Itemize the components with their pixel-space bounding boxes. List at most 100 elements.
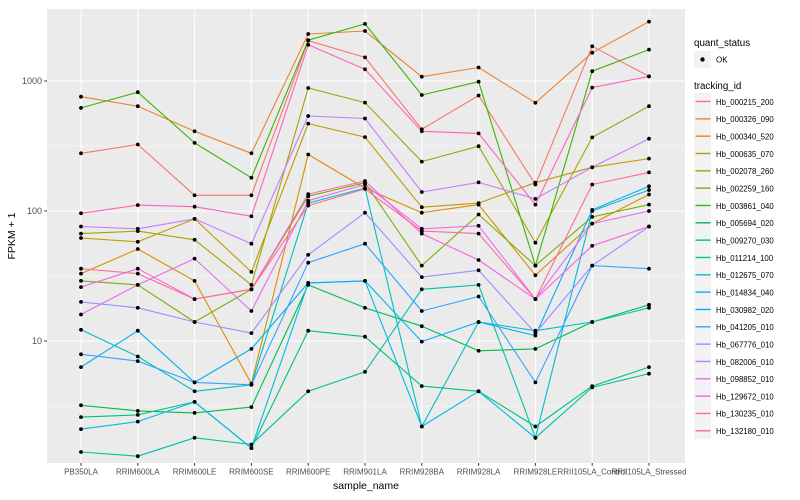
data-point	[192, 435, 197, 440]
data-point	[647, 209, 651, 213]
legend-entry-label: Hb_002078_260	[716, 167, 774, 176]
x-tick-label: RRIM928LE	[514, 468, 558, 477]
legend-entry-label: Hb_132180_010	[716, 427, 774, 436]
data-point	[533, 263, 538, 268]
data-point	[533, 202, 538, 207]
data-point	[79, 300, 83, 304]
x-tick-label: RRIM928BA	[400, 468, 445, 477]
data-point	[79, 312, 83, 317]
data-point	[192, 129, 197, 134]
legend-entry: Hb_067776_010	[694, 335, 774, 353]
legend-entry: Hb_000215_200	[694, 93, 774, 110]
data-point	[419, 287, 424, 292]
data-point	[192, 204, 197, 209]
legend-entry-label: Hb_002259_160	[716, 184, 774, 193]
data-point	[192, 400, 197, 404]
data-point	[135, 359, 140, 363]
data-point	[419, 190, 424, 194]
data-point	[135, 266, 140, 271]
data-point	[419, 159, 424, 164]
data-point	[249, 214, 254, 219]
data-point	[419, 309, 424, 313]
data-point	[419, 210, 424, 215]
legend-title-tracking-id: tracking_id	[694, 81, 741, 92]
data-point	[363, 179, 367, 183]
data-point	[249, 382, 254, 387]
panel-background	[47, 9, 685, 463]
legend-entry: Hb_003861_040	[694, 196, 774, 214]
data-point	[476, 348, 481, 353]
data-point	[79, 236, 83, 240]
data-point	[306, 252, 311, 257]
data-point	[476, 212, 481, 217]
legend-entry-label: Hb_000215_200	[716, 98, 774, 107]
data-point	[647, 192, 651, 197]
data-point	[647, 188, 651, 192]
data-point	[192, 217, 197, 221]
legend-entry: Hb_030982_020	[694, 300, 774, 318]
legend-entry-label: Hb_009270_030	[716, 236, 774, 245]
data-point	[79, 352, 83, 357]
data-point	[192, 237, 197, 242]
data-point	[363, 305, 367, 310]
data-point	[476, 258, 481, 262]
data-point	[192, 141, 197, 145]
data-point	[306, 389, 311, 394]
data-point	[647, 202, 651, 207]
legend-entry: Hb_130235_010	[694, 404, 774, 422]
data-point	[249, 151, 254, 156]
legend-entry-label: Hb_000326_090	[716, 115, 774, 124]
data-point	[306, 121, 311, 126]
data-point	[135, 271, 140, 276]
data-point	[590, 208, 595, 212]
data-point	[192, 297, 197, 301]
data-point	[476, 79, 481, 84]
data-point	[590, 320, 595, 324]
data-point	[476, 294, 481, 299]
data-point	[647, 371, 651, 376]
legend-entry: Hb_000326_090	[694, 110, 774, 128]
data-point	[363, 135, 367, 140]
grid-minor	[47, 15, 685, 407]
legend-entry-label: Hb_130235_010	[716, 410, 774, 419]
data-point	[135, 328, 140, 333]
x-tick-label: RRIM928LA	[457, 468, 501, 477]
data-point	[363, 22, 367, 26]
x-tick-label: RRII105LA_Control	[558, 468, 628, 477]
legend-entry: Hb_011214_100	[694, 248, 774, 266]
data-point	[476, 131, 481, 136]
data-point	[306, 152, 311, 157]
x-tick-label: RRIM600LA	[116, 468, 160, 477]
data-point	[647, 47, 651, 52]
data-point	[647, 74, 651, 79]
data-point	[249, 241, 254, 246]
legend-entry-label: Hb_014834_040	[716, 288, 774, 297]
legend-entry-label: Hb_011214_100	[716, 254, 774, 263]
data-point	[79, 151, 83, 156]
legend-entry: Hb_005694_020	[694, 214, 774, 232]
data-point	[192, 380, 197, 385]
data-point	[135, 409, 140, 413]
data-point	[363, 187, 367, 191]
data-point	[533, 240, 538, 245]
data-point	[249, 309, 254, 313]
legend-entry-label: Hb_030982_020	[716, 306, 774, 315]
data-point	[135, 305, 140, 310]
data-point	[306, 32, 311, 36]
data-point	[419, 229, 424, 234]
data-point	[79, 403, 83, 408]
data-point	[363, 29, 367, 33]
data-point	[249, 405, 254, 409]
data-point	[135, 454, 140, 459]
data-point	[533, 197, 538, 201]
data-point	[306, 260, 311, 265]
data-point	[192, 320, 197, 324]
data-point	[647, 266, 651, 271]
data-point	[419, 339, 424, 344]
data-point	[533, 380, 538, 385]
data-point	[533, 424, 538, 429]
data-point	[590, 44, 595, 49]
legend-entry: Hb_132180_010	[694, 422, 774, 440]
